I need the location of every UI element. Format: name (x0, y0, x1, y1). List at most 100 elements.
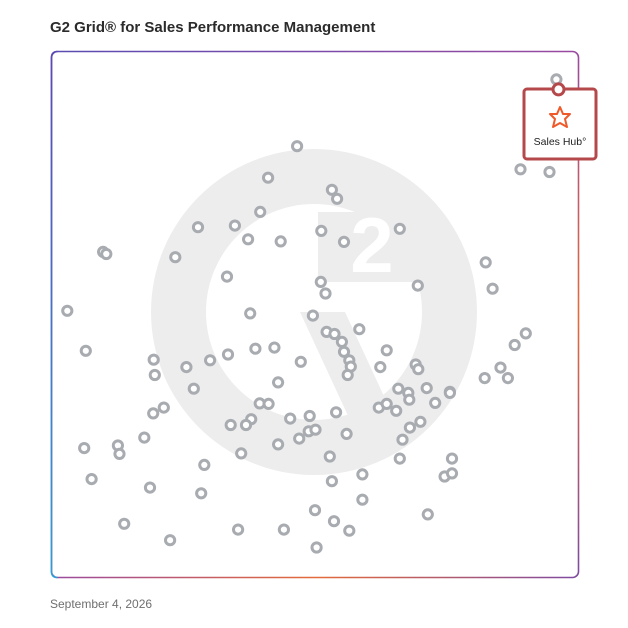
data-point-15[interactable] (393, 222, 406, 235)
data-point-37[interactable] (249, 342, 262, 355)
data-point-60[interactable] (147, 407, 160, 420)
data-point-44[interactable] (374, 361, 387, 374)
data-point-87[interactable] (235, 447, 248, 460)
data-point-92[interactable] (356, 468, 369, 481)
data-point-108[interactable] (421, 508, 434, 521)
data-point-78[interactable] (293, 432, 306, 445)
data-point-72[interactable] (396, 433, 409, 446)
data-point-94[interactable] (445, 467, 459, 480)
data-point-8[interactable] (254, 205, 267, 218)
data-point-11[interactable] (242, 233, 255, 246)
data-point-109[interactable] (319, 287, 332, 300)
data-point-54[interactable] (272, 376, 285, 389)
data-point-55[interactable] (392, 382, 405, 395)
data-point-57[interactable] (420, 382, 433, 395)
data-point-35[interactable] (204, 354, 217, 367)
data-point-12[interactable] (274, 235, 287, 248)
data-point-76[interactable] (284, 412, 297, 425)
data-point-90[interactable] (393, 452, 406, 465)
data-point-65[interactable] (380, 397, 393, 410)
data-point-100[interactable] (327, 515, 341, 528)
data-point-104[interactable] (232, 523, 245, 536)
data-point-71[interactable] (403, 421, 416, 434)
data-point-99[interactable] (308, 504, 322, 517)
data-point-31[interactable] (79, 344, 92, 357)
data-point-17[interactable] (100, 247, 113, 261)
data-point-81[interactable] (272, 438, 285, 451)
data-point-59[interactable] (157, 401, 170, 414)
data-point-29[interactable] (335, 335, 348, 348)
sales-hub-label: Sales Hub° (534, 136, 587, 148)
data-point-102[interactable] (164, 534, 177, 547)
data-point-48[interactable] (494, 361, 507, 374)
data-point-95[interactable] (85, 473, 98, 486)
page-title: G2 Grid® for Sales Performance Managemen… (50, 19, 376, 36)
data-point-107[interactable] (356, 493, 369, 506)
data-point-43[interactable] (341, 368, 354, 382)
data-point-86[interactable] (113, 447, 126, 460)
data-point-69[interactable] (443, 386, 456, 399)
data-point-30[interactable] (353, 323, 366, 336)
data-point-45[interactable] (380, 344, 393, 357)
data-point-3[interactable] (514, 163, 527, 176)
data-point-23[interactable] (486, 282, 499, 295)
data-point-50[interactable] (519, 327, 532, 340)
data-point-10[interactable] (228, 219, 241, 232)
data-point-38[interactable] (268, 341, 281, 354)
data-point-19[interactable] (220, 270, 234, 283)
sales-hub-point[interactable] (551, 82, 566, 97)
data-point-14[interactable] (337, 235, 351, 248)
report-date: September 4, 2026 (50, 597, 153, 611)
data-point-88[interactable] (198, 458, 211, 471)
data-point-21[interactable] (411, 279, 424, 292)
data-point-7[interactable] (325, 183, 338, 196)
data-point-32[interactable] (147, 353, 160, 366)
data-point-68[interactable] (429, 396, 442, 409)
data-point-34[interactable] (180, 361, 193, 374)
data-point-25[interactable] (244, 307, 257, 320)
data-point-66[interactable] (390, 404, 403, 417)
data-point-89[interactable] (323, 450, 336, 463)
data-point-47[interactable] (412, 363, 425, 376)
data-point-4[interactable] (291, 140, 304, 153)
data-point-84[interactable] (78, 442, 91, 455)
data-point-96[interactable] (143, 481, 157, 494)
data-point-40[interactable] (337, 345, 351, 358)
data-point-33[interactable] (148, 368, 161, 382)
data-point-26[interactable] (306, 309, 319, 322)
sales-hub-highlight[interactable]: Sales Hub° (522, 82, 598, 161)
data-point-103[interactable] (277, 523, 290, 536)
data-point-70[interactable] (414, 415, 427, 428)
data-point-97[interactable] (195, 487, 208, 500)
data-point-80[interactable] (309, 423, 322, 436)
data-point-75[interactable] (224, 418, 237, 432)
data-point-9[interactable] (191, 221, 205, 234)
data-point-53[interactable] (187, 382, 200, 395)
data-point-91[interactable] (445, 452, 459, 465)
data-point-63[interactable] (330, 406, 343, 419)
data-point-39[interactable] (294, 355, 307, 368)
data-point-28[interactable] (328, 327, 341, 341)
data-point-5[interactable] (262, 171, 275, 184)
data-point-106[interactable] (118, 517, 131, 530)
data-point-105[interactable] (310, 541, 323, 554)
data-point-24[interactable] (61, 304, 74, 317)
data-point-13[interactable] (315, 224, 328, 237)
data-point-74[interactable] (239, 418, 253, 432)
data-point-52[interactable] (501, 372, 514, 385)
data-point-49[interactable] (508, 338, 521, 352)
data-point-101[interactable] (343, 524, 356, 537)
data-point-82[interactable] (340, 427, 353, 440)
data-point-22[interactable] (479, 256, 492, 269)
data-point-83[interactable] (138, 431, 151, 444)
data-point-36[interactable] (221, 348, 235, 361)
data-point-98[interactable] (325, 475, 338, 488)
data-point-2[interactable] (543, 165, 556, 179)
data-point-6[interactable] (331, 192, 344, 205)
data-point-18[interactable] (169, 251, 182, 264)
data-point-67[interactable] (403, 393, 416, 406)
data-point-51[interactable] (478, 372, 491, 385)
data-point-77[interactable] (303, 409, 316, 423)
data-point-20[interactable] (314, 275, 327, 288)
data-point-62[interactable] (262, 397, 275, 410)
